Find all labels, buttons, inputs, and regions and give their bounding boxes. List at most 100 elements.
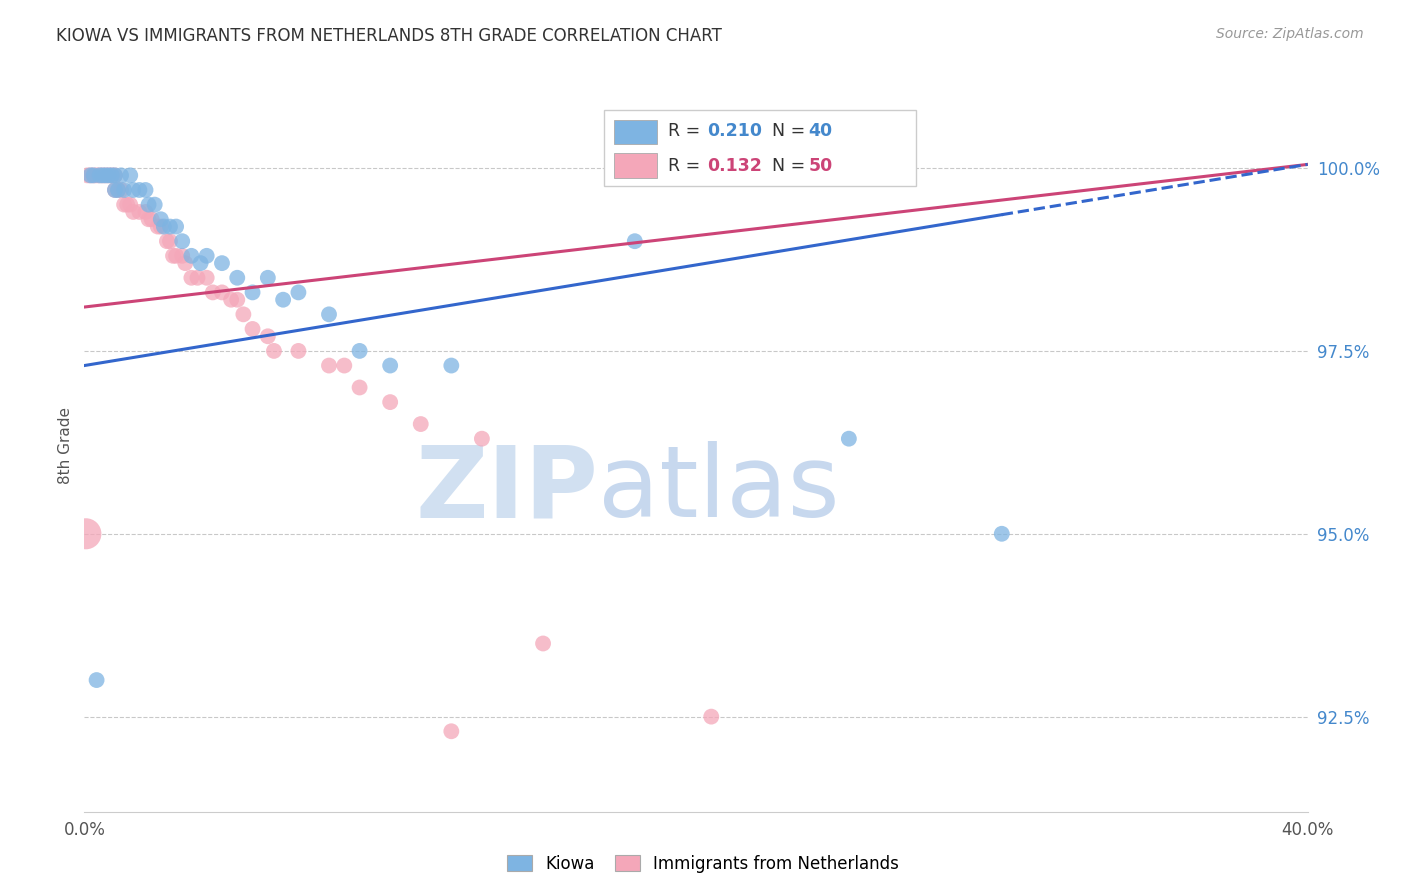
Point (76, 169, 98, 183)
Point (138, 212, 160, 227)
Point (112, 183, 135, 197)
Point (318, 307, 340, 321)
Text: KIOWA VS IMMIGRANTS FROM NETHERLANDS 8TH GRADE CORRELATION CHART: KIOWA VS IMMIGRANTS FROM NETHERLANDS 8TH… (56, 27, 723, 45)
Point (172, 234, 194, 248)
Point (440, 359, 463, 373)
Point (83, 169, 105, 183)
Point (91, 169, 114, 183)
Point (128, 183, 150, 197)
Point (226, 293, 249, 307)
Point (180, 249, 202, 263)
Point (156, 234, 179, 248)
Text: ZIP: ZIP (415, 442, 598, 539)
Point (174, 256, 197, 270)
Point (349, 380, 371, 394)
Text: Source: ZipAtlas.com: Source: ZipAtlas.com (1216, 27, 1364, 41)
Point (531, 636, 554, 650)
Point (115, 197, 138, 211)
Text: atlas: atlas (598, 442, 839, 539)
Point (349, 343, 371, 358)
Point (120, 197, 142, 211)
Point (107, 183, 129, 197)
Point (440, 724, 463, 739)
Point (624, 234, 647, 248)
Point (838, 432, 860, 446)
Point (104, 183, 127, 197)
Point (211, 285, 233, 300)
Point (91, 169, 114, 183)
Point (333, 359, 356, 373)
Point (112, 197, 135, 211)
Point (110, 183, 132, 197)
Point (257, 270, 280, 285)
Point (104, 169, 127, 183)
Point (122, 183, 145, 197)
Point (104, 183, 127, 197)
Point (287, 343, 309, 358)
Point (86, 169, 108, 183)
Point (97, 169, 120, 183)
Point (195, 270, 218, 285)
Point (104, 169, 127, 183)
FancyBboxPatch shape (605, 110, 917, 186)
Point (146, 219, 169, 234)
Point (242, 285, 264, 300)
Point (97, 169, 120, 183)
Point (380, 359, 402, 373)
Text: 40: 40 (808, 122, 832, 140)
Point (700, 709, 723, 723)
Point (138, 197, 160, 211)
Point (83, 169, 105, 183)
Point (471, 432, 494, 446)
Point (991, 526, 1014, 541)
Point (162, 249, 184, 263)
FancyBboxPatch shape (614, 120, 657, 144)
Point (89, 169, 111, 183)
Point (107, 183, 129, 197)
Point (190, 256, 212, 270)
Text: 50: 50 (808, 157, 832, 175)
Point (318, 359, 340, 373)
Point (94, 169, 117, 183)
Point (287, 285, 309, 300)
Point (201, 285, 224, 300)
Point (75, 526, 97, 541)
Point (271, 293, 294, 307)
Point (89, 169, 111, 183)
Point (86, 673, 108, 687)
Point (128, 205, 150, 219)
Point (165, 249, 187, 263)
Point (211, 256, 233, 270)
Point (172, 249, 194, 263)
Text: 0.210: 0.210 (707, 122, 762, 140)
Point (101, 169, 124, 183)
Point (101, 169, 124, 183)
Point (232, 307, 254, 321)
Point (143, 197, 166, 211)
Point (135, 183, 157, 197)
Point (122, 205, 145, 219)
Point (159, 234, 181, 248)
FancyBboxPatch shape (614, 153, 657, 178)
Point (94, 169, 117, 183)
Point (79, 169, 101, 183)
Point (149, 219, 172, 234)
Text: 0.132: 0.132 (707, 157, 762, 175)
Point (165, 219, 187, 234)
Point (159, 219, 181, 234)
Text: N =: N = (772, 157, 811, 175)
Point (257, 329, 280, 343)
Point (149, 212, 172, 227)
Text: N =: N = (772, 122, 811, 140)
Point (120, 169, 142, 183)
Point (226, 270, 249, 285)
Point (219, 293, 242, 307)
Point (409, 417, 432, 431)
Point (153, 219, 176, 234)
Point (180, 270, 202, 285)
Y-axis label: 8th Grade: 8th Grade (58, 408, 73, 484)
Point (186, 270, 208, 285)
Text: R =: R = (668, 157, 706, 175)
Point (380, 395, 402, 409)
Point (141, 212, 163, 227)
